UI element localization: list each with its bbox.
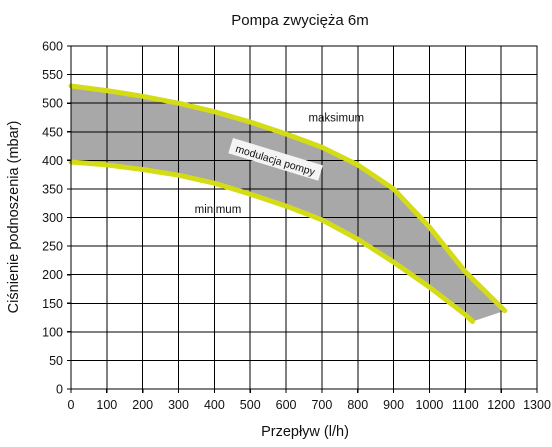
- x-tick-label: 700: [311, 398, 332, 412]
- y-tick-label: 300: [42, 211, 63, 225]
- y-tick-label: 500: [42, 97, 63, 111]
- annotation-modulacja-background: [228, 137, 323, 181]
- y-tick-label: 50: [49, 354, 63, 368]
- x-tick-label: 500: [240, 398, 261, 412]
- x-tick-label: 100: [96, 398, 117, 412]
- y-tick-label: 150: [42, 297, 63, 311]
- x-tick-label: 600: [276, 398, 297, 412]
- y-axis-title: Ciśnienie podnoszenia (mbar): [6, 121, 22, 314]
- y-tick-label: 200: [42, 268, 63, 282]
- axes-layer: [67, 45, 538, 393]
- x-tick-label: 1200: [487, 398, 515, 412]
- x-tick-label: 900: [383, 398, 404, 412]
- x-tick-label: 800: [347, 398, 368, 412]
- modulation-band: [71, 86, 505, 322]
- annotation-maksimum: maksimum: [308, 112, 364, 124]
- x-tick-labels: 0 100 200 300 400 500 600 700 800 900 1000 1100 1200…: [68, 398, 551, 412]
- x-tick-label: 200: [132, 398, 153, 412]
- modulation-band-layer: [71, 86, 505, 322]
- y-tick-label: 450: [42, 125, 63, 139]
- x-tick-label: 1300: [523, 398, 551, 412]
- series-line-minimum: [68, 159, 475, 324]
- y-tick-label: 600: [42, 40, 63, 54]
- chart-title: Pompa zwycięża 6m: [231, 12, 369, 29]
- series-line-maksimum: [68, 83, 508, 314]
- x-tick-label: 0: [68, 398, 75, 412]
- y-tick-labels: 0 50 100 150 200 250 300 350 400 450 500 550 600: [42, 40, 63, 397]
- x-tick-label: 1000: [416, 398, 444, 412]
- x-tick-label: 1100: [452, 398, 479, 412]
- y-tick-label: 550: [42, 68, 63, 82]
- y-tick-label: 400: [42, 154, 63, 168]
- y-tick-label: 100: [42, 325, 63, 339]
- x-tick-label: 400: [204, 398, 225, 412]
- annotation-minimum: minimum: [195, 204, 242, 216]
- x-tick-label: 300: [168, 398, 189, 412]
- y-tick-label: 350: [42, 182, 63, 196]
- x-axis-title: Przepływ (l/h): [261, 424, 349, 440]
- y-tick-label: 0: [56, 383, 63, 397]
- series-layer: [68, 83, 508, 324]
- y-tick-label: 250: [42, 240, 63, 254]
